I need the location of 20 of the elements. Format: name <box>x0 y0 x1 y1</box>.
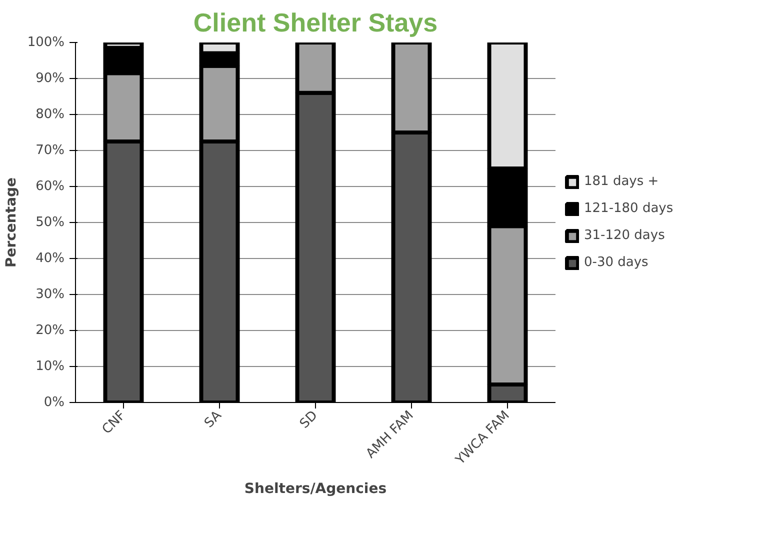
legend-label: 121-180 days <box>584 201 674 216</box>
y-tick-label: 80% <box>36 107 65 122</box>
y-tick-label: 60% <box>36 179 65 194</box>
y-axis-title: Percentage <box>3 177 20 268</box>
legend-label: 181 days + <box>584 174 659 189</box>
y-tick-label: 0% <box>44 395 64 410</box>
y-tick-label: 50% <box>36 215 65 230</box>
chart-title: Client Shelter Stays <box>193 8 438 38</box>
y-tick-label: 30% <box>36 287 65 302</box>
y-tick-label: 10% <box>36 359 65 374</box>
y-tick-label: 100% <box>27 35 65 50</box>
x-tick-label: SD <box>297 408 321 432</box>
legend-label: 31-120 days <box>584 228 665 243</box>
y-tick-label: 20% <box>36 323 65 338</box>
y-tick-label: 70% <box>36 143 65 158</box>
x-tick-label: SA <box>202 408 225 432</box>
legend-label: 0-30 days <box>584 255 648 270</box>
y-tick-label: 40% <box>36 251 65 266</box>
y-tick-label: 90% <box>36 71 65 86</box>
x-axis-title: Shelters/Agencies <box>244 481 387 498</box>
